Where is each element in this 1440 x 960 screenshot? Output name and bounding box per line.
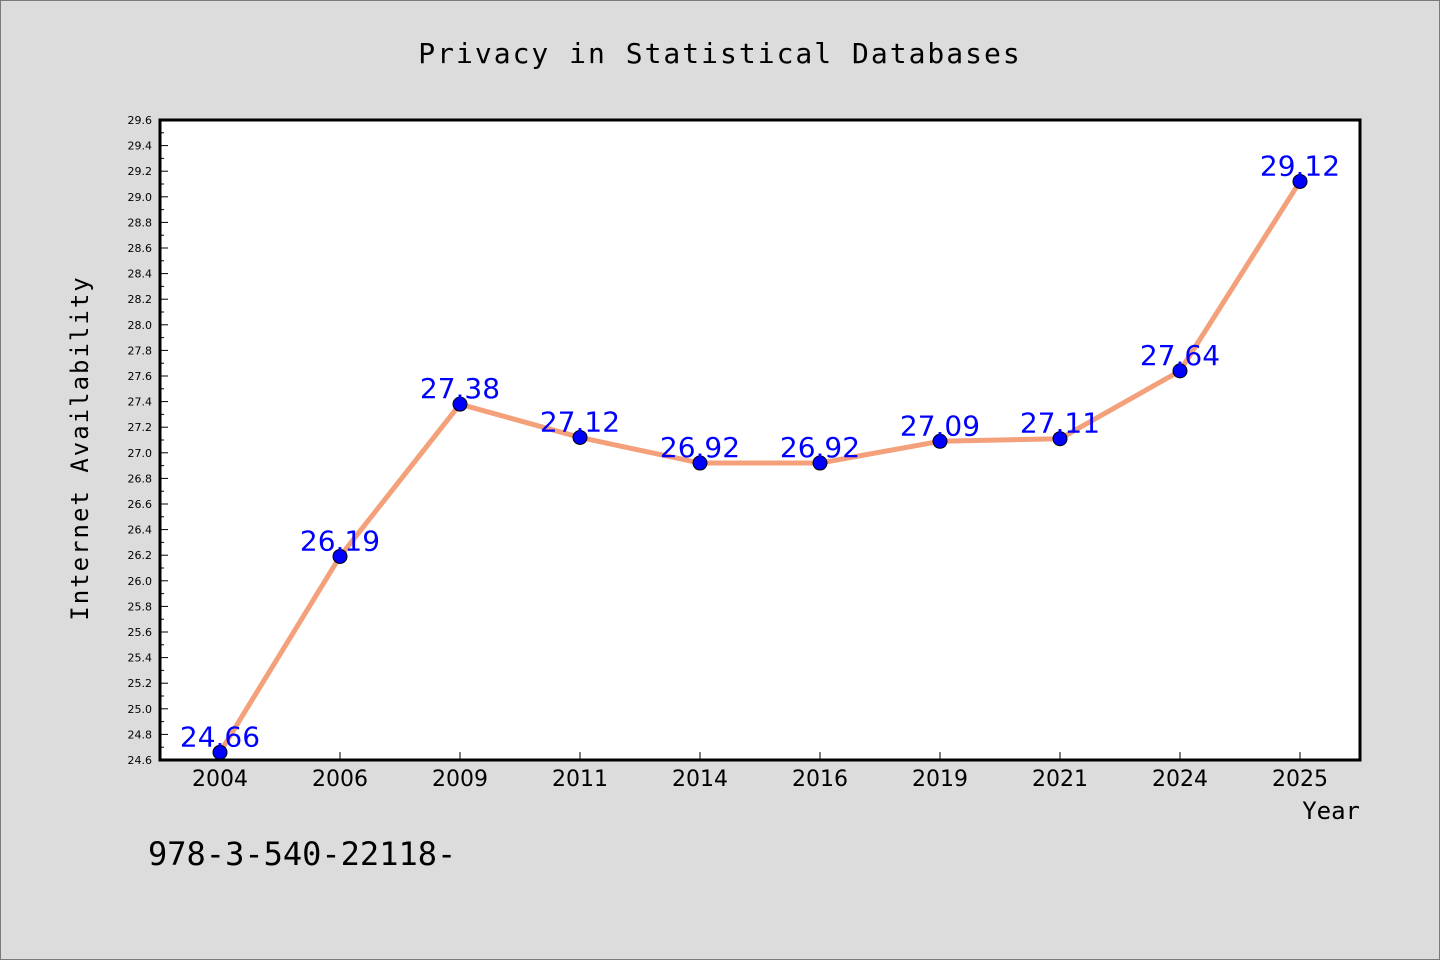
- footer-annotation: 978-3-540-22118-: [148, 835, 456, 873]
- series-markers: [212, 173, 1308, 760]
- y-tick-label: 29.4: [128, 140, 153, 153]
- x-axis-ticks: 2004 2006 2009 2011 2014 2016 2019 2021 2024 2025: [192, 752, 1328, 792]
- data-label: 26.92: [660, 431, 740, 464]
- data-label: 27.11: [1020, 407, 1100, 440]
- plot-area: [160, 120, 1360, 760]
- y-axis-label: Internet Availability: [66, 275, 94, 620]
- y-tick-label: 28.8: [128, 216, 153, 229]
- x-tick-label: 2016: [792, 767, 848, 792]
- x-axis-label: Year: [1302, 797, 1360, 825]
- y-tick-label: 25.8: [128, 600, 153, 613]
- data-label: 27.64: [1140, 339, 1220, 372]
- x-tick-label: 2014: [672, 767, 728, 792]
- data-point: [812, 455, 828, 471]
- data-point: [1292, 173, 1308, 189]
- x-tick-label: 2021: [1032, 767, 1088, 792]
- data-labels: 24.66 26.19 27.38 27.12 26.92 26.92 27.09 27.11…: [180, 149, 1340, 753]
- y-tick-label: 27.8: [128, 344, 153, 357]
- y-tick-label: 29.6: [128, 114, 153, 127]
- data-label: 27.09: [900, 409, 980, 442]
- y-tick-label: 28.2: [128, 293, 153, 306]
- y-tick-label: 26.2: [128, 549, 153, 562]
- y-tick-label: 26.4: [128, 524, 153, 537]
- data-label: 24.66: [180, 720, 260, 753]
- series-line: [217, 178, 1303, 755]
- y-tick-label: 27.2: [128, 421, 153, 434]
- data-point: [1172, 363, 1188, 379]
- y-tick-label: 25.2: [128, 677, 153, 690]
- y-tick-label: 29.2: [128, 165, 153, 178]
- y-tick-label: 26.6: [128, 498, 153, 511]
- x-tick-label: 2019: [912, 767, 968, 792]
- y-tick-label: 27.0: [128, 447, 153, 460]
- data-label: 27.38: [420, 372, 500, 405]
- data-point: [932, 433, 948, 449]
- y-tick-label: 25.0: [128, 703, 153, 716]
- x-tick-label: 2009: [432, 767, 488, 792]
- data-label: 27.12: [540, 405, 620, 438]
- y-tick-label: 25.6: [128, 626, 153, 639]
- data-point: [332, 548, 348, 564]
- data-label: 26.19: [300, 524, 380, 557]
- x-tick-label: 2006: [312, 767, 368, 792]
- data-label: 29.12: [1260, 149, 1340, 182]
- data-point: [452, 396, 468, 412]
- y-tick-label: 24.8: [128, 728, 153, 741]
- y-tick-label: 28.6: [128, 242, 153, 255]
- y-tick-label: 26.8: [128, 472, 153, 485]
- y-tick-label: 28.0: [128, 319, 153, 332]
- y-tick-label: 27.4: [128, 396, 153, 409]
- x-tick-label: 2024: [1152, 767, 1208, 792]
- y-tick-label: 26.0: [128, 575, 153, 588]
- x-tick-label: 2004: [192, 767, 248, 792]
- y-tick-label: 25.4: [128, 652, 153, 665]
- data-point: [692, 455, 708, 471]
- data-label: 26.92: [780, 431, 860, 464]
- y-tick-label: 29.0: [128, 191, 153, 204]
- data-point: [572, 429, 588, 445]
- chart-title: Privacy in Statistical Databases: [418, 37, 1021, 70]
- x-tick-label: 2011: [552, 767, 608, 792]
- data-point: [1052, 431, 1068, 447]
- y-tick-label: 27.6: [128, 370, 153, 383]
- x-tick-label: 2025: [1272, 767, 1328, 792]
- y-tick-label: 24.6: [128, 754, 153, 767]
- y-tick-label: 28.4: [128, 268, 153, 281]
- plot-frame: [158, 118, 1362, 762]
- y-axis-ticks: 24.6 24.8 25.0 25.2 25.4 25.6 25.8 26.0 26.2 26.4…: [128, 114, 168, 767]
